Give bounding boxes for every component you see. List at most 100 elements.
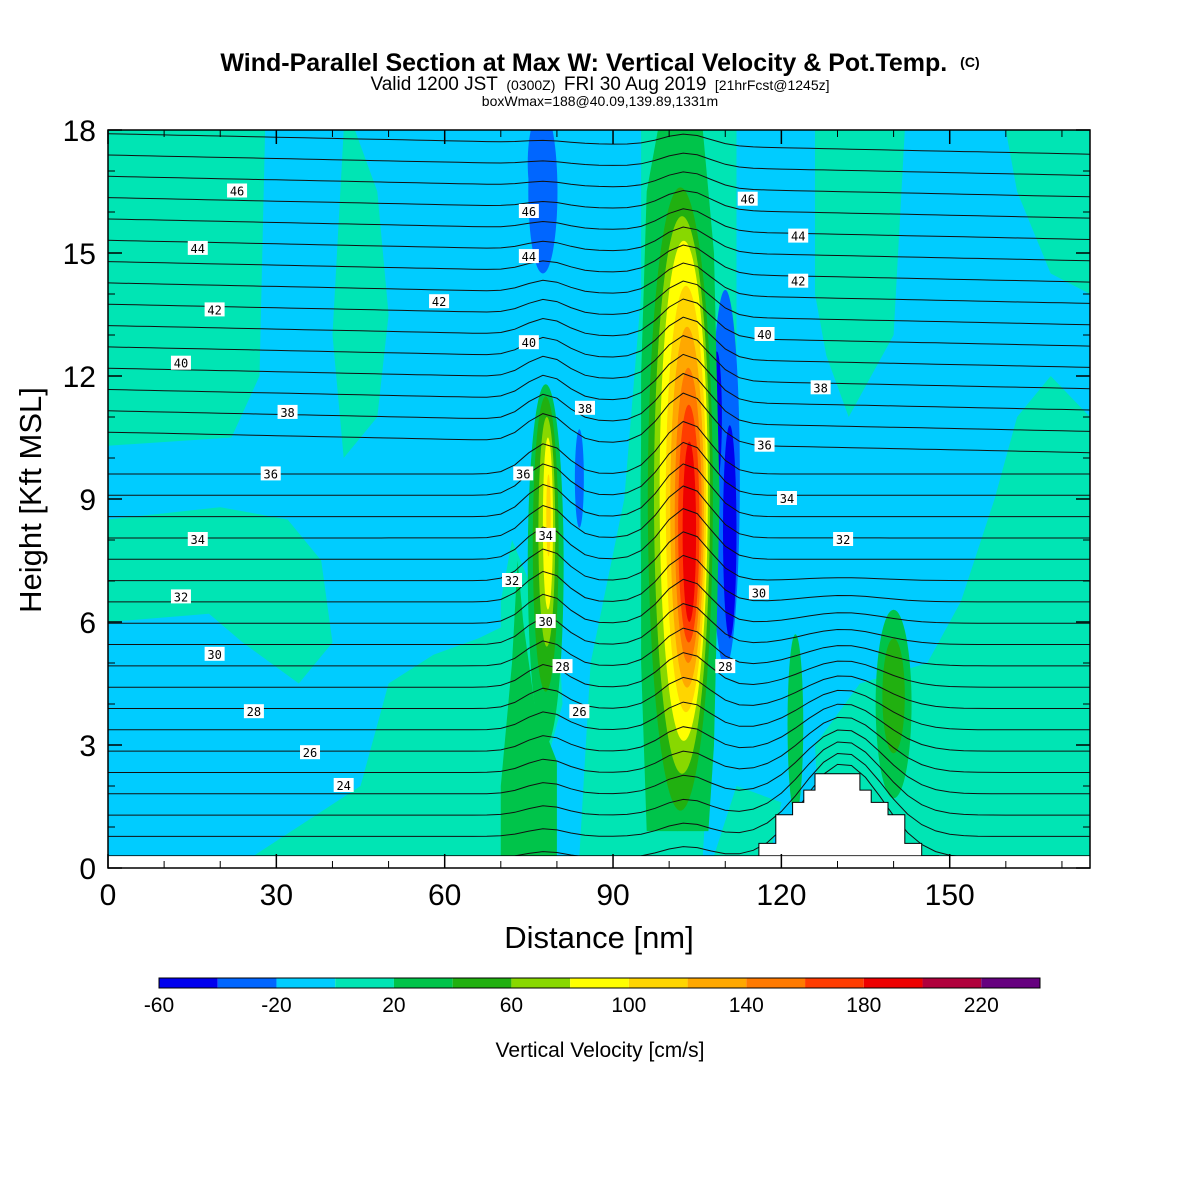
theta-contour: [108, 372, 1090, 432]
contour-label: 34: [535, 527, 556, 543]
contour-label-text: 40: [522, 336, 536, 350]
contour-label: 46: [227, 183, 248, 199]
y-axis-label: Height [Kft MSL]: [13, 387, 48, 613]
contour-label-text: 38: [280, 406, 294, 420]
contour-label-text: 40: [757, 328, 771, 342]
contour-label-text: 40: [174, 357, 188, 371]
colorbar-swatch: [276, 978, 336, 988]
colorbar-swatch: [863, 978, 923, 988]
contour-label: 26: [569, 704, 590, 719]
contour-label: 36: [513, 466, 534, 481]
theta-contour: [108, 244, 1090, 283]
theta-contour: [108, 298, 1090, 347]
contour-label-text: 36: [757, 439, 771, 453]
contour-label: 32: [833, 532, 854, 547]
colorbar-label: Vertical Velocity [cm/s]: [496, 1039, 705, 1062]
colorbar-swatch: [452, 978, 512, 988]
theta-contour: [108, 152, 1090, 176]
contour-label-text: 26: [572, 705, 586, 719]
velocity-fill-layer: [108, 130, 1090, 856]
contour-label: 32: [170, 589, 191, 604]
contour-label-text: 34: [538, 529, 552, 543]
colorbar-swatch: [511, 978, 571, 988]
theta-contour: [108, 752, 1090, 837]
colorbar-swatch: [628, 978, 688, 988]
colorbar-swatch: [570, 978, 629, 988]
x-tick-label: 30: [260, 879, 293, 912]
theta-contour: [108, 226, 1090, 262]
colorbar-swatch: [922, 978, 982, 988]
x-tick-label: 120: [756, 879, 806, 912]
contour-label: 44: [518, 249, 539, 264]
x-tick-label: 90: [596, 879, 629, 912]
colorbar-tick-label: -60: [144, 994, 174, 1017]
theta-contour-layer: [108, 133, 1090, 859]
contour-label: 42: [788, 273, 809, 289]
colorbar-swatch: [393, 978, 453, 988]
contour-label-text: 32: [174, 590, 188, 604]
theta-contour: [108, 280, 1090, 326]
contour-label-text: 38: [813, 381, 827, 395]
y-tick-label: 12: [63, 361, 96, 394]
contour-label-text: 38: [578, 402, 592, 416]
contour-label-text: 28: [718, 660, 732, 674]
y-tick-label: 9: [79, 484, 96, 517]
contour-label-text: 26: [303, 746, 317, 760]
theta-contour: [108, 627, 1090, 667]
contour-label: 40: [518, 335, 539, 350]
contour-label: 30: [204, 646, 225, 662]
contour-label: 30: [535, 614, 556, 629]
contour-label: 46: [518, 204, 539, 219]
y-tick-label: 15: [63, 238, 96, 271]
theta-contour: [108, 316, 1090, 368]
updraft-20-40: [787, 634, 804, 815]
ground-strip: [108, 855, 1090, 868]
theta-contour: [108, 603, 1090, 645]
contour-label: 32: [502, 573, 523, 588]
chart-subtitle-2: boxWmax=188@40.09,139.89,1331m: [482, 93, 718, 109]
downdraft-40-60: [723, 425, 737, 639]
theta-contour: [108, 689, 1090, 731]
contour-label-text: 32: [836, 533, 850, 547]
y-tick-label: 6: [79, 607, 96, 640]
terrain-layer: [108, 773, 1090, 868]
colorbar-tick-label: -20: [261, 994, 291, 1017]
contour-label-text: 28: [247, 705, 261, 719]
theta-contour: [108, 675, 1090, 709]
contour-label: 38: [810, 380, 831, 395]
contour-label: 28: [243, 704, 264, 719]
theta-contour: [108, 262, 1090, 304]
weak-updraft-region: [108, 130, 266, 446]
theta-contour: [108, 208, 1090, 240]
theta-contour: [108, 578, 1090, 624]
updraft-20-40: [500, 560, 557, 856]
x-tick-label: 150: [925, 879, 975, 912]
colorbar-swatch: [687, 978, 747, 988]
contour-label: 30: [748, 585, 769, 600]
colorbar-tick-label: 60: [500, 994, 523, 1017]
contour-label-text: 34: [780, 492, 794, 506]
contour-label: 34: [187, 532, 208, 547]
theta-contour: [108, 703, 1090, 752]
plot-area: 46 44 42 40 38 36 34 32 30 28 26 24 42 46 44 40 38 36 34 32…: [108, 130, 1090, 868]
weak-updraft-region: [1005, 130, 1090, 294]
contour-label: 28: [715, 659, 736, 674]
theta-contour: [108, 189, 1090, 219]
colorbar-frame: [158, 977, 1041, 989]
theta-contour: [108, 463, 1090, 518]
x-axis-label: Distance [nm]: [504, 920, 694, 955]
contour-label-text: 30: [207, 648, 221, 662]
theta-contour: [108, 652, 1090, 688]
contour-label: 44: [187, 240, 208, 256]
contour-label: 38: [574, 400, 595, 416]
contour-label-text: 30: [538, 615, 552, 629]
theta-contour: [108, 508, 1090, 560]
contour-label: 36: [260, 466, 281, 481]
weak-updraft-region: [1022, 761, 1068, 856]
colorbar-swatch: [746, 978, 806, 988]
downdraft-20-40: [574, 429, 584, 528]
contour-label-text: 34: [191, 533, 205, 547]
y-tick-label: 0: [79, 853, 96, 886]
theta-contour: [108, 353, 1090, 411]
